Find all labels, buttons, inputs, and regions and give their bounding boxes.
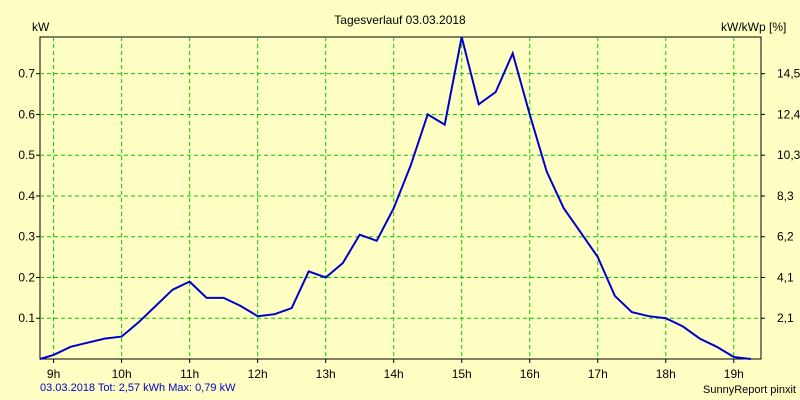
y-right-tick-label-4,1: 4,1 — [777, 270, 794, 284]
y-axis-left-unit: kW — [32, 20, 50, 34]
y-left-tick-label-0.1: 0.1 — [18, 311, 35, 325]
footer-credit: SunnyReport pinxit — [703, 384, 796, 396]
y-left-tick-label-0.7: 0.7 — [18, 67, 35, 81]
x-tick-label-17h: 17h — [588, 367, 608, 381]
x-tick-label-16h: 16h — [520, 367, 540, 381]
y-right-tick-label-8,3: 8,3 — [777, 189, 794, 203]
y-left-tick-label-0.2: 0.2 — [18, 270, 35, 284]
plot-area — [39, 36, 762, 360]
y-right-tick-label-2,1: 2,1 — [777, 311, 794, 325]
y-right-tick-label-12,4: 12,4 — [777, 107, 800, 121]
y-axis-right-unit: kW/kWp [%] — [721, 20, 786, 34]
grid-layer — [40, 37, 761, 359]
chart-title: Tagesverlauf 03.03.2018 — [334, 13, 466, 27]
label-layer: 9h 10h 11h 12h 13h 14h 15h 16h 17h 18h 19h 0.1 2,1 0.… — [18, 67, 800, 381]
x-tick-label-12h: 12h — [248, 367, 268, 381]
x-tick-label-9h: 9h — [47, 367, 60, 381]
y-left-tick-label-0.5: 0.5 — [18, 148, 35, 162]
series-line-0 — [39, 36, 751, 360]
x-tick-label-10h: 10h — [112, 367, 132, 381]
y-left-tick-label-0.3: 0.3 — [18, 230, 35, 244]
footer-summary: 03.03.2018 Tot: 2,57 kWh Max: 0,79 kW — [40, 382, 236, 394]
y-right-tick-label-14,5: 14,5 — [777, 67, 800, 81]
x-tick-label-18h: 18h — [656, 367, 676, 381]
y-left-tick-label-0.4: 0.4 — [18, 189, 35, 203]
x-tick-label-14h: 14h — [384, 367, 404, 381]
x-tick-label-15h: 15h — [452, 367, 472, 381]
y-right-tick-label-6,2: 6,2 — [777, 230, 794, 244]
x-tick-label-11h: 11h — [180, 367, 199, 381]
y-right-tick-label-10,3: 10,3 — [777, 148, 800, 162]
y-left-tick-label-0.6: 0.6 — [18, 107, 35, 121]
tick-layer — [36, 73, 765, 363]
x-tick-label-13h: 13h — [316, 367, 336, 381]
x-tick-label-19h: 19h — [724, 367, 744, 381]
